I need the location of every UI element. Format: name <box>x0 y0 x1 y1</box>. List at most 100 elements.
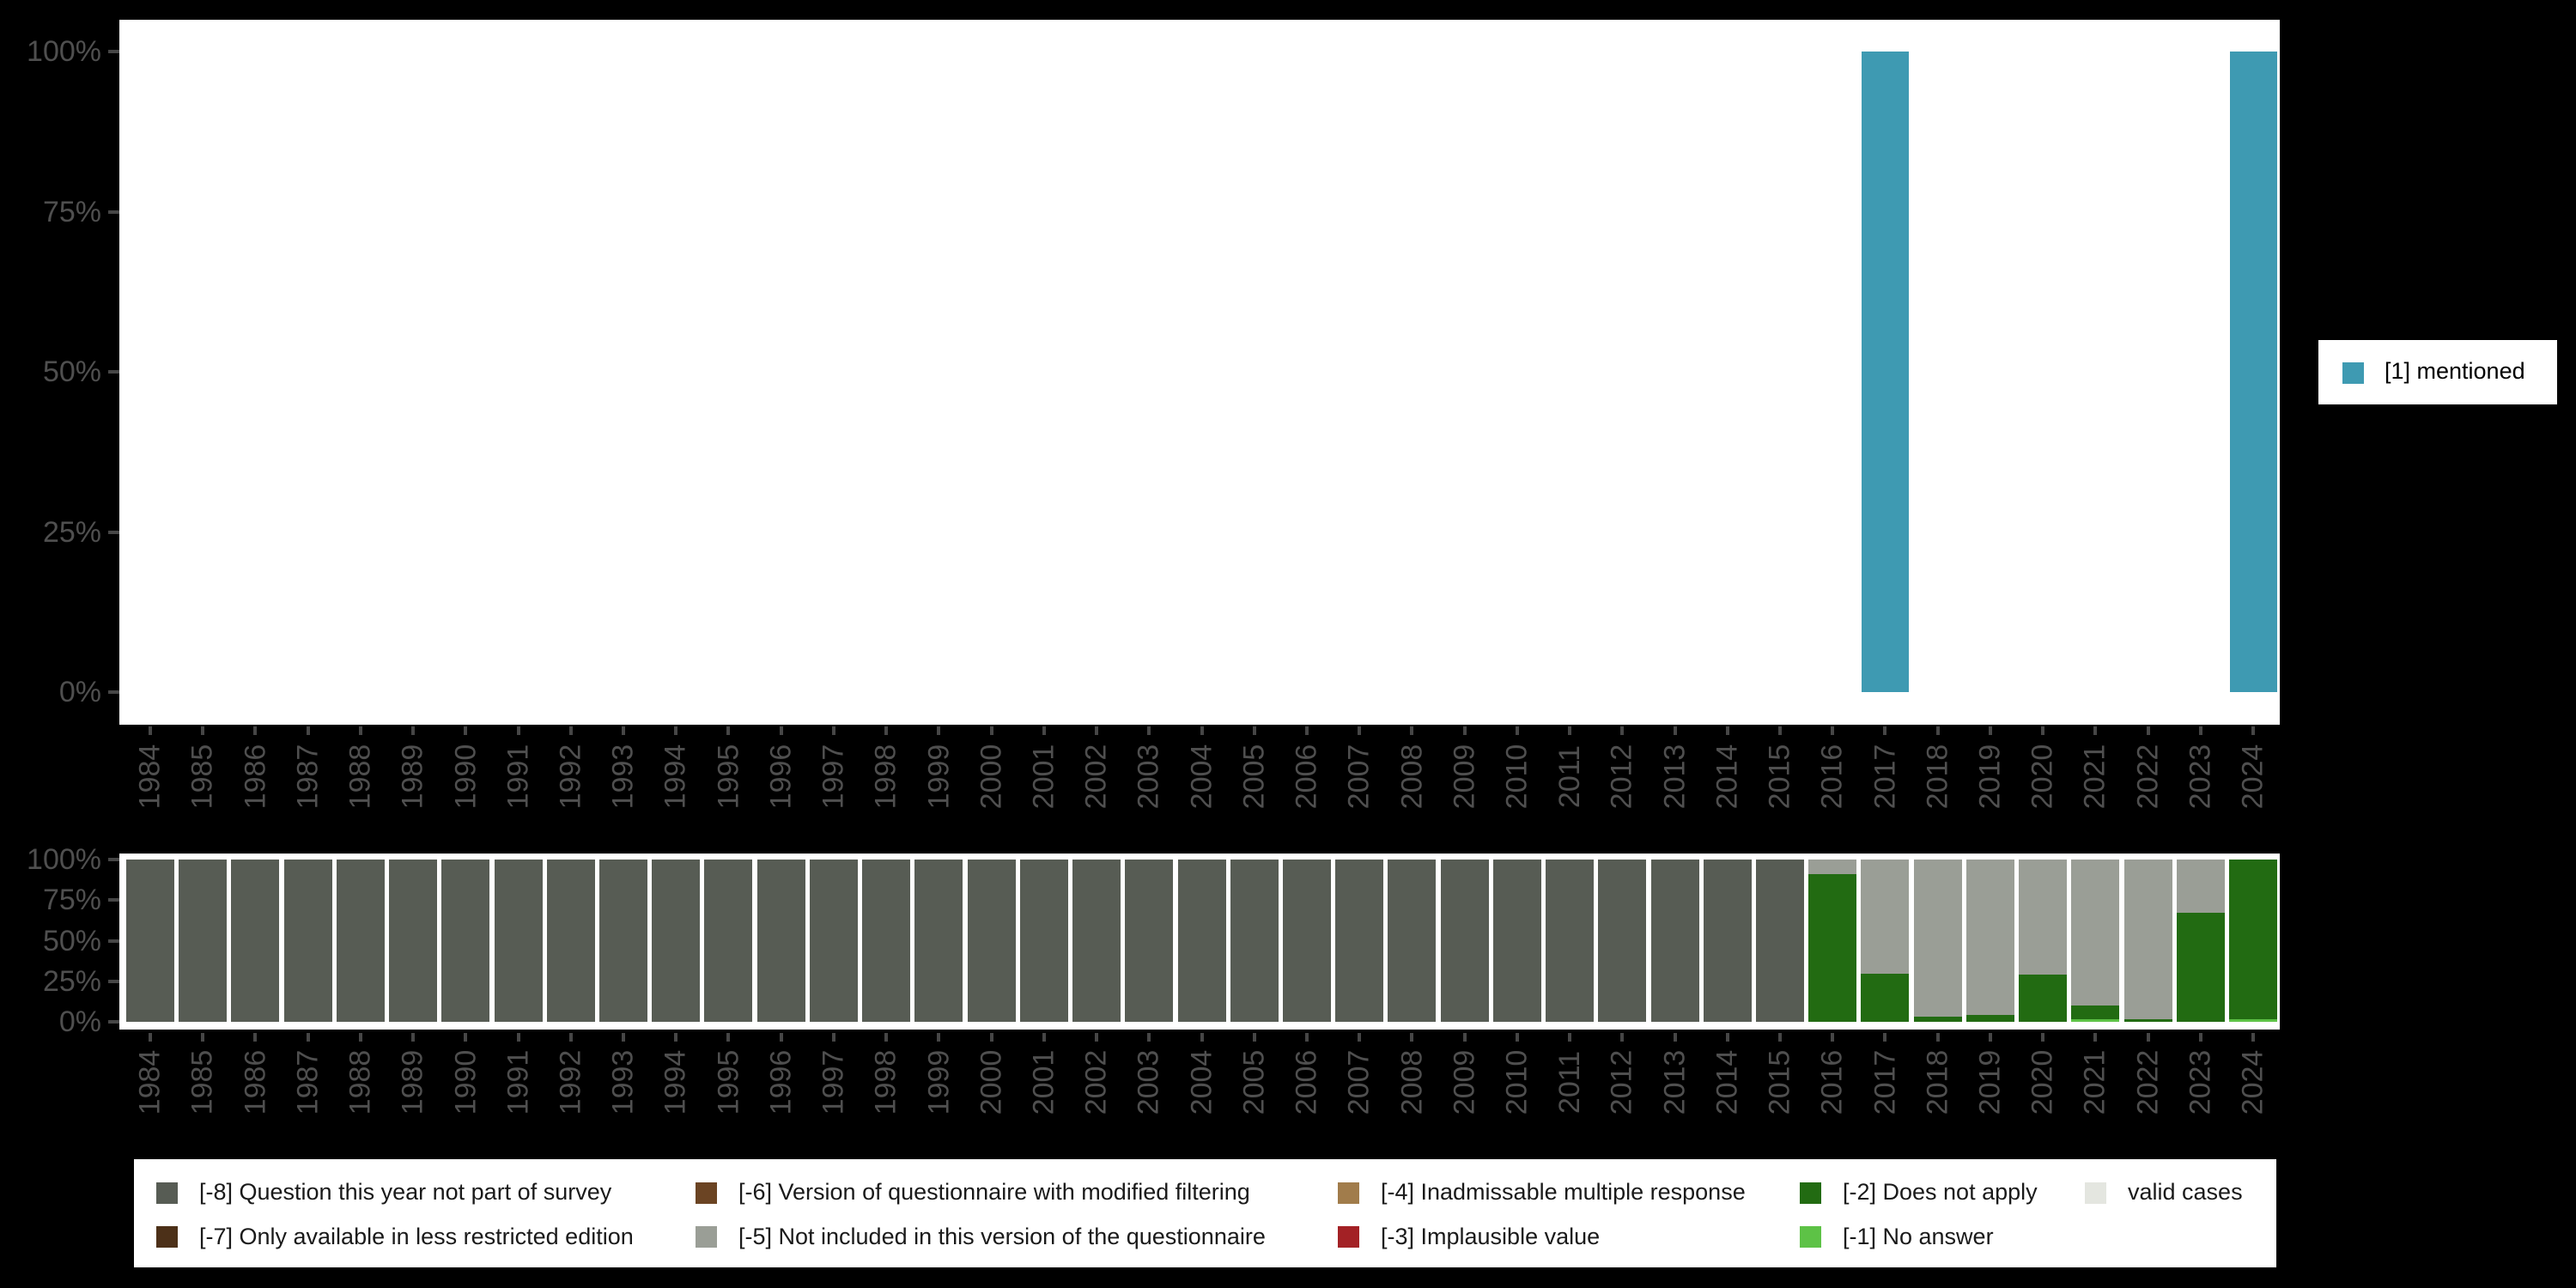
y-axis-tick-label: 100% <box>27 843 101 876</box>
x-axis-tick <box>2198 1033 2202 1042</box>
year-label-text: 2024 <box>2236 744 2269 809</box>
stack-1991-segment--8 <box>494 860 543 1022</box>
x-axis-tick <box>1831 726 1835 735</box>
y-axis-tick-label: 75% <box>42 195 101 228</box>
x-axis-tick <box>1568 726 1572 735</box>
x-axis-tick <box>1777 1033 1782 1042</box>
x-axis-tick <box>937 726 941 735</box>
legend-swatch--4 <box>1338 1182 1359 1204</box>
y-axis-tick-label: 25% <box>42 964 101 998</box>
missing-values-legend: [-8] Question this year not part of surv… <box>134 1159 2276 1267</box>
x-axis-tick <box>884 726 889 735</box>
x-axis-tick <box>1358 1033 1362 1042</box>
stack-2005-segment--8 <box>1230 860 1279 1022</box>
legend-label--7: [-7] Only available in less restricted e… <box>199 1224 634 1249</box>
x-axis-tick <box>884 1033 889 1042</box>
y-axis-tick-label: 75% <box>42 884 101 917</box>
x-axis-tick <box>1620 1033 1625 1042</box>
x-axis-tick <box>1304 726 1309 735</box>
stack-2002-segment--8 <box>1072 860 1121 1022</box>
stack-2012-segment--8 <box>1598 860 1647 1022</box>
legend-swatch--1 <box>1800 1226 1821 1248</box>
legend-swatch--2 <box>1800 1182 1821 1204</box>
x-axis-tick <box>779 1033 783 1042</box>
legend-label--5: [-5] Not included in this version of the… <box>738 1224 1266 1249</box>
x-axis-tick <box>1883 1033 1887 1042</box>
top-chart-legend: [1] mentioned <box>2318 340 2557 404</box>
stack-2022-segment--2 <box>2123 1019 2172 1022</box>
stack-1999-segment--8 <box>914 860 963 1022</box>
x-axis-tick <box>2146 726 2150 735</box>
stack-2010-segment--8 <box>1492 860 1541 1022</box>
legend-label--3: [-3] Implausible value <box>1381 1224 1601 1249</box>
legend-swatch-valid <box>2085 1182 2106 1204</box>
stack-2021-segment--5 <box>2071 860 2120 1006</box>
x-axis-tick <box>568 726 573 735</box>
legend-swatch--5 <box>696 1226 717 1248</box>
x-axis-tick <box>622 726 626 735</box>
stack-2020-segment--2 <box>2019 975 2068 1022</box>
x-axis-tick <box>1988 1033 1992 1042</box>
x-axis-tick <box>1095 726 1099 735</box>
x-axis-tick <box>1200 726 1204 735</box>
x-axis-tick <box>622 1033 626 1042</box>
y-axis-tick <box>108 50 119 53</box>
stack-1993-segment--8 <box>599 860 648 1022</box>
x-axis-tick <box>1777 726 1782 735</box>
legend-swatch--7 <box>156 1226 178 1248</box>
top-chart-panel <box>119 20 2280 725</box>
top-bar-2017 <box>1861 52 1909 692</box>
stack-2019-segment--5 <box>1965 860 2014 1016</box>
x-axis-tick <box>2041 1033 2045 1042</box>
x-axis-tick <box>1620 726 1625 735</box>
x-axis-tick <box>2146 1033 2150 1042</box>
x-axis-tick <box>937 1033 941 1042</box>
x-axis-tick <box>2198 726 2202 735</box>
x-axis-tick <box>1304 1033 1309 1042</box>
x-axis-tick <box>516 1033 520 1042</box>
stack-2015-segment--8 <box>1755 860 1804 1022</box>
stack-1997-segment--8 <box>809 860 858 1022</box>
x-axis-tick <box>726 726 731 735</box>
x-axis-tick <box>358 726 362 735</box>
stack-2023-segment--5 <box>2176 860 2225 914</box>
y-axis-tick <box>108 210 119 214</box>
stack-2016-segment--5 <box>1808 860 1857 874</box>
y-axis-tick-label: 100% <box>27 35 101 68</box>
x-axis-tick <box>2093 1033 2098 1042</box>
legend-label--2: [-2] Does not apply <box>1843 1179 2038 1205</box>
stack-2017-segment--2 <box>1861 974 1910 1022</box>
stack-1994-segment--8 <box>652 860 701 1022</box>
x-axis-tick <box>358 1033 362 1042</box>
stack-1987-segment--8 <box>283 860 332 1022</box>
y-axis-tick-label: 0% <box>58 1005 101 1038</box>
x-axis-tick <box>1410 1033 1414 1042</box>
x-axis-tick <box>1831 1033 1835 1042</box>
stack-2022-segment--5 <box>2123 860 2172 1020</box>
x-axis-tick <box>1147 1033 1151 1042</box>
stack-2017-segment--5 <box>1861 860 1910 975</box>
stack-2018-segment--5 <box>1913 860 1962 1018</box>
stack-1990-segment--8 <box>441 860 490 1022</box>
stack-2023-segment--2 <box>2176 913 2225 1022</box>
x-axis-tick <box>306 1033 310 1042</box>
x-axis-tick <box>1200 1033 1204 1042</box>
stack-2020-segment--5 <box>2019 860 2068 975</box>
x-axis-tick <box>779 726 783 735</box>
x-axis-tick <box>1568 1033 1572 1042</box>
x-axis-tick <box>411 726 416 735</box>
x-axis-tick <box>1935 726 1940 735</box>
x-axis-tick <box>831 726 835 735</box>
stack-2011-segment--8 <box>1546 860 1595 1022</box>
x-axis-tick <box>674 1033 678 1042</box>
x-axis-tick <box>1147 726 1151 735</box>
legend-swatch-mentioned <box>2342 362 2364 384</box>
x-axis-tick <box>253 1033 258 1042</box>
x-axis-tick <box>1252 726 1256 735</box>
x-axis-tick <box>1462 1033 1467 1042</box>
legend-label-mentioned: [1] mentioned <box>2385 358 2525 384</box>
x-axis-tick <box>1988 726 1992 735</box>
stack-2006-segment--8 <box>1282 860 1331 1022</box>
